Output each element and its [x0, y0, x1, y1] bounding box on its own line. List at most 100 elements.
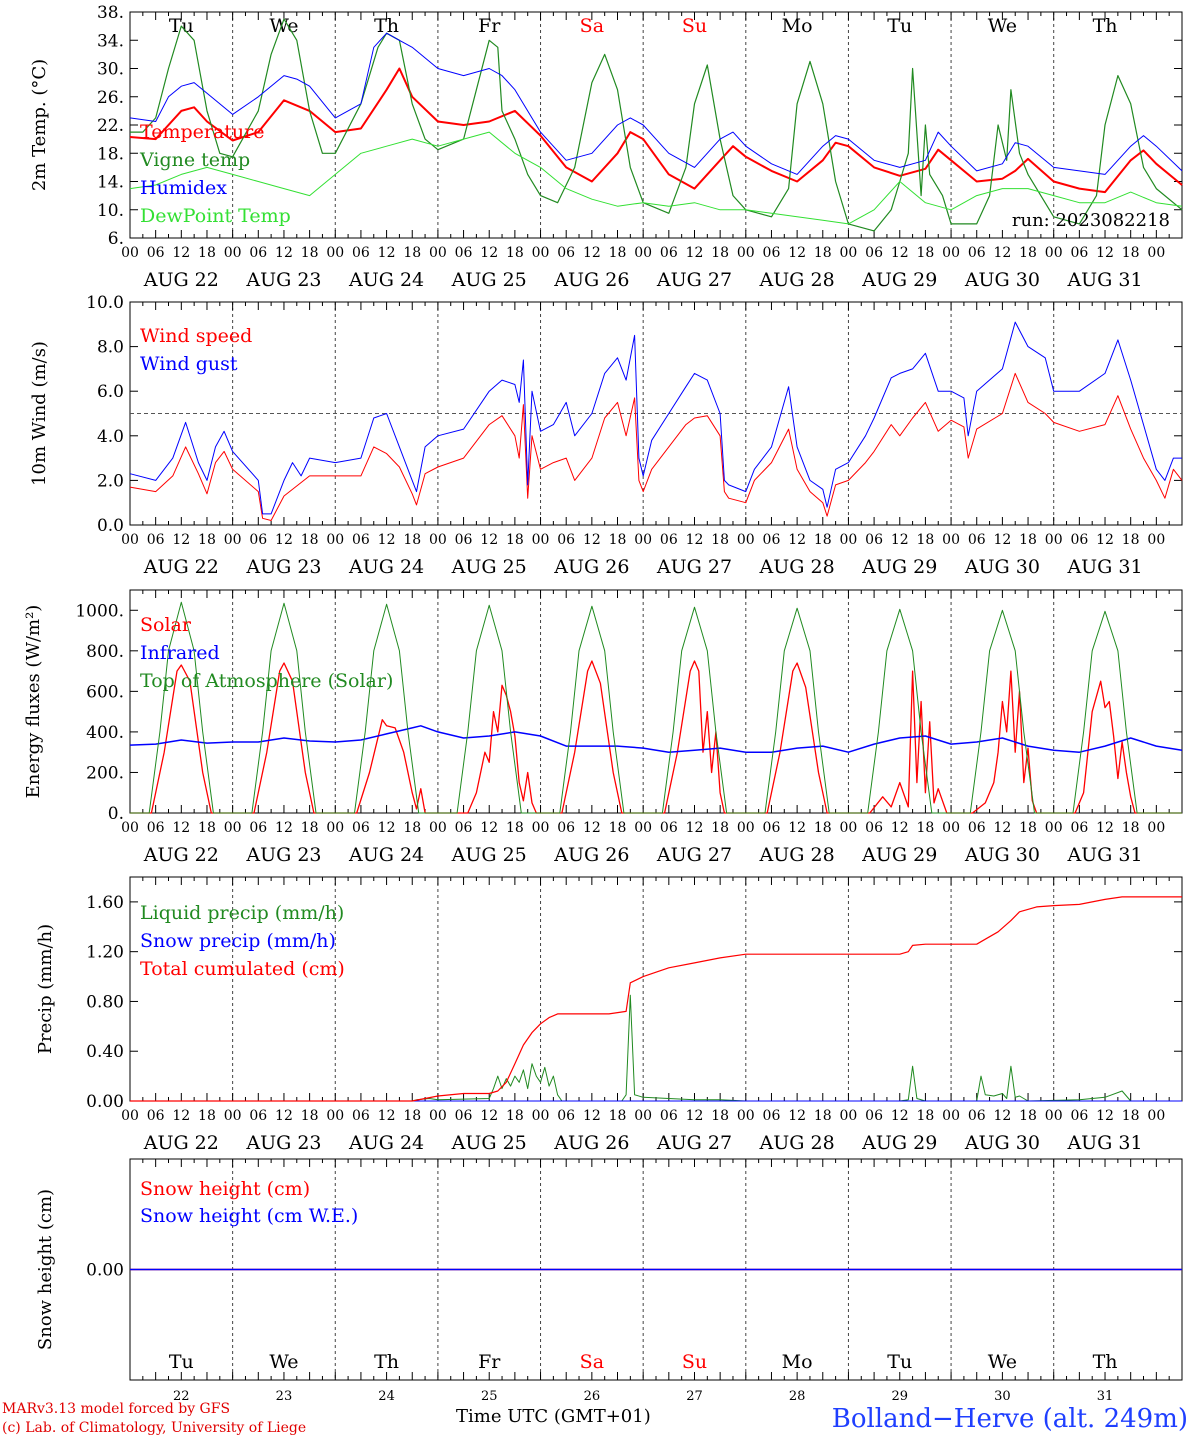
- x-tick-label: 06: [1070, 1108, 1088, 1124]
- x-tick-label: 06: [968, 245, 986, 261]
- legend-entry: Snow height (cm): [140, 1178, 310, 1200]
- x-tick-label: 18: [609, 820, 627, 836]
- x-tick-label: 06: [763, 245, 781, 261]
- weekday-label: We: [269, 1351, 298, 1373]
- y-tick-label: 6.0: [97, 382, 124, 402]
- x-tick-label: 18: [917, 820, 935, 836]
- x-tick-label: 00: [121, 245, 139, 261]
- x-tick-label: 00: [634, 532, 652, 548]
- x-tick-label: 18: [301, 820, 319, 836]
- date-label: AUG 25: [451, 269, 527, 291]
- y-tick-label: 0.0: [97, 516, 124, 536]
- x-tick-label: 00: [224, 820, 242, 836]
- x-tick-label: 00: [634, 245, 652, 261]
- x-tick-label: 00: [1147, 532, 1165, 548]
- date-label: AUG 23: [245, 556, 321, 578]
- x-tick-label: 06: [660, 532, 678, 548]
- day-number-label: 31: [1097, 1389, 1114, 1404]
- x-tick-label: 18: [609, 245, 627, 261]
- x-tick-label: 12: [480, 532, 498, 548]
- legend-entry: Total cumulated (cm): [140, 958, 345, 980]
- date-label: AUG 24: [348, 1132, 424, 1154]
- date-label: AUG 26: [553, 556, 629, 578]
- weekday-label: Tu: [887, 1351, 912, 1373]
- x-tick-label: 12: [172, 532, 190, 548]
- date-label: AUG 25: [451, 556, 527, 578]
- x-tick-label: 12: [275, 1108, 293, 1124]
- day-number-label: 30: [994, 1389, 1011, 1404]
- x-tick-label: 18: [917, 532, 935, 548]
- date-label: AUG 27: [656, 269, 732, 291]
- y-tick-label: 8.0: [97, 338, 124, 358]
- x-tick-label: 18: [814, 532, 832, 548]
- series-line-infrared: [129, 725, 1183, 753]
- x-tick-label: 18: [609, 532, 627, 548]
- y-tick-label: 800.: [86, 642, 124, 662]
- y-axis-label: 2m Temp. (°C): [29, 59, 50, 191]
- x-tick-label: 06: [1070, 820, 1088, 836]
- x-tick-label: 06: [557, 820, 575, 836]
- date-label: AUG 31: [1066, 556, 1142, 578]
- x-tick-label: 00: [326, 820, 344, 836]
- date-label: AUG 26: [553, 269, 629, 291]
- x-tick-label: 06: [557, 245, 575, 261]
- x-tick-label: 00: [634, 1108, 652, 1124]
- series-line-wind-speed: [129, 372, 1183, 521]
- x-tick-label: 12: [1096, 532, 1114, 548]
- date-label: AUG 22: [143, 844, 219, 866]
- date-label: AUG 28: [759, 1132, 835, 1154]
- x-tick-label: 18: [1122, 532, 1140, 548]
- x-tick-label: 06: [763, 820, 781, 836]
- date-label: AUG 26: [553, 844, 629, 866]
- date-label: AUG 29: [861, 556, 937, 578]
- x-tick-label: 06: [352, 1108, 370, 1124]
- x-tick-label: 12: [583, 820, 601, 836]
- series-line-liquid-precip-mm-h: [130, 994, 1182, 1102]
- x-tick-label: 12: [788, 245, 806, 261]
- x-tick-label: 00: [121, 820, 139, 836]
- date-label: AUG 29: [861, 844, 937, 866]
- date-label: AUG 24: [348, 844, 424, 866]
- x-tick-label: 00: [532, 245, 550, 261]
- x-tick-label: 18: [711, 532, 729, 548]
- y-tick-label: 26.: [97, 88, 124, 108]
- legend-entry: Infrared: [140, 642, 220, 664]
- x-tick-label: 18: [403, 1108, 421, 1124]
- x-tick-label: 06: [865, 1108, 883, 1124]
- y-tick-label: 10.: [97, 201, 124, 221]
- y-tick-label: 6.: [108, 229, 124, 249]
- x-tick-label: 00: [1045, 245, 1063, 261]
- weekday-label: Sa: [580, 15, 604, 37]
- date-label: AUG 23: [245, 269, 321, 291]
- x-tick-label: 18: [506, 1108, 524, 1124]
- y-tick-label: 10.0: [86, 293, 124, 313]
- y-tick-label: 600.: [86, 682, 124, 702]
- x-tick-label: 12: [583, 532, 601, 548]
- day-number-label: 26: [584, 1389, 601, 1404]
- series-line-dewpoint-temp: [129, 131, 1183, 225]
- x-tick-label: 06: [249, 1108, 267, 1124]
- x-tick-label: 06: [249, 245, 267, 261]
- date-label: AUG 26: [553, 1132, 629, 1154]
- y-tick-label: 18.: [97, 144, 124, 164]
- x-tick-label: 12: [993, 1108, 1011, 1124]
- weekday-label: Su: [682, 15, 707, 37]
- date-label: AUG 22: [143, 556, 219, 578]
- date-label: AUG 30: [964, 844, 1040, 866]
- legend-entry: Liquid precip (mm/h): [140, 902, 344, 924]
- y-tick-label: 0.00: [86, 1261, 124, 1281]
- x-tick-label: 18: [917, 245, 935, 261]
- x-tick-label: 18: [917, 1108, 935, 1124]
- x-tick-label: 18: [198, 820, 216, 836]
- y-tick-label: 200.: [86, 763, 124, 783]
- x-tick-label: 00: [942, 1108, 960, 1124]
- x-tick-label: 12: [686, 820, 704, 836]
- x-tick-label: 00: [326, 1108, 344, 1124]
- series-line-vigne-temp: [130, 18, 1183, 232]
- x-tick-label: 06: [455, 532, 473, 548]
- date-label: AUG 23: [245, 1132, 321, 1154]
- x-tick-label: 18: [403, 245, 421, 261]
- model-credit: MARv3.13 model forced by GFS: [2, 1401, 231, 1417]
- x-tick-label: 12: [686, 532, 704, 548]
- y-tick-label: 2.0: [97, 471, 124, 491]
